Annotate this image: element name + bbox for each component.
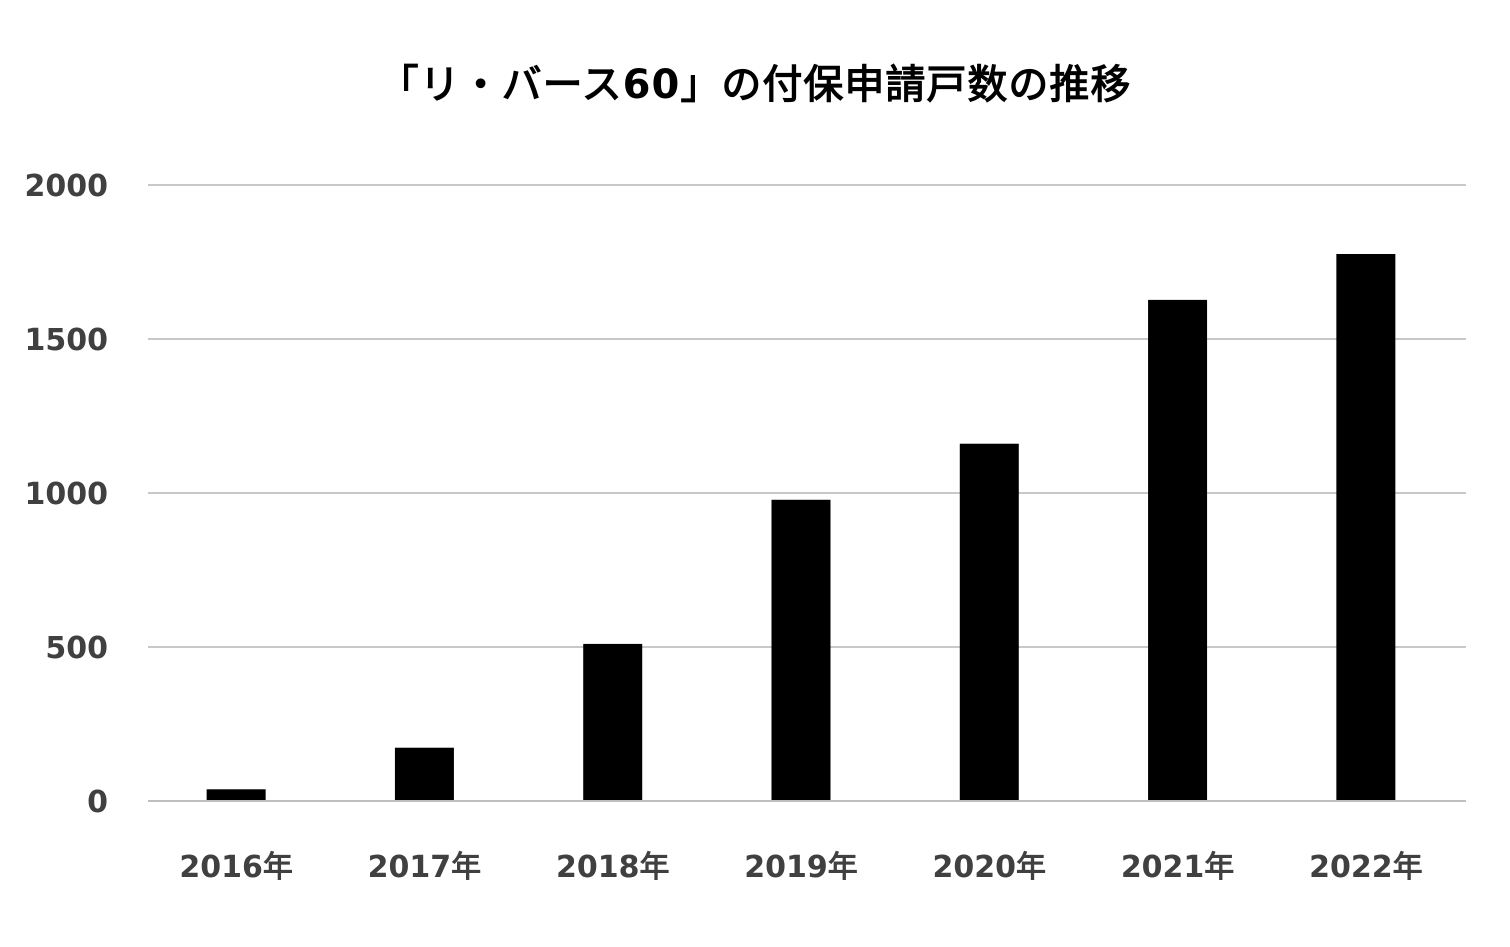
bar bbox=[771, 499, 831, 801]
bar bbox=[1148, 299, 1208, 801]
y-axis-ticks: 0 500 1000 1500 2000 bbox=[25, 169, 109, 820]
x-tick-label: 2017年 bbox=[368, 850, 482, 885]
y-tick-label: 1500 bbox=[25, 323, 109, 358]
x-tick-label: 2016年 bbox=[179, 850, 293, 885]
y-tick-label: 1000 bbox=[25, 477, 109, 512]
x-tick-label: 2022年 bbox=[1309, 850, 1423, 885]
bars bbox=[206, 253, 1396, 801]
chart-title: 「リ・バース60」の付保申請戸数の推移 bbox=[378, 62, 1132, 108]
grid-lines bbox=[148, 184, 1466, 648]
y-tick-label: 0 bbox=[87, 785, 108, 820]
x-axis-ticks: 2016年 2017年 2018年 2019年 2020年 2021年 2022年 bbox=[179, 850, 1422, 885]
x-tick-label: 2020年 bbox=[933, 850, 1047, 885]
bar bbox=[1336, 253, 1396, 801]
bar bbox=[583, 643, 643, 801]
x-tick-label: 2018年 bbox=[556, 850, 670, 885]
x-tick-label: 2021年 bbox=[1121, 850, 1235, 885]
bar bbox=[206, 789, 266, 801]
x-tick-label: 2019年 bbox=[744, 850, 858, 885]
y-tick-label: 2000 bbox=[25, 169, 109, 204]
y-tick-label: 500 bbox=[45, 631, 108, 666]
bar bbox=[959, 443, 1019, 801]
bar bbox=[394, 747, 454, 801]
